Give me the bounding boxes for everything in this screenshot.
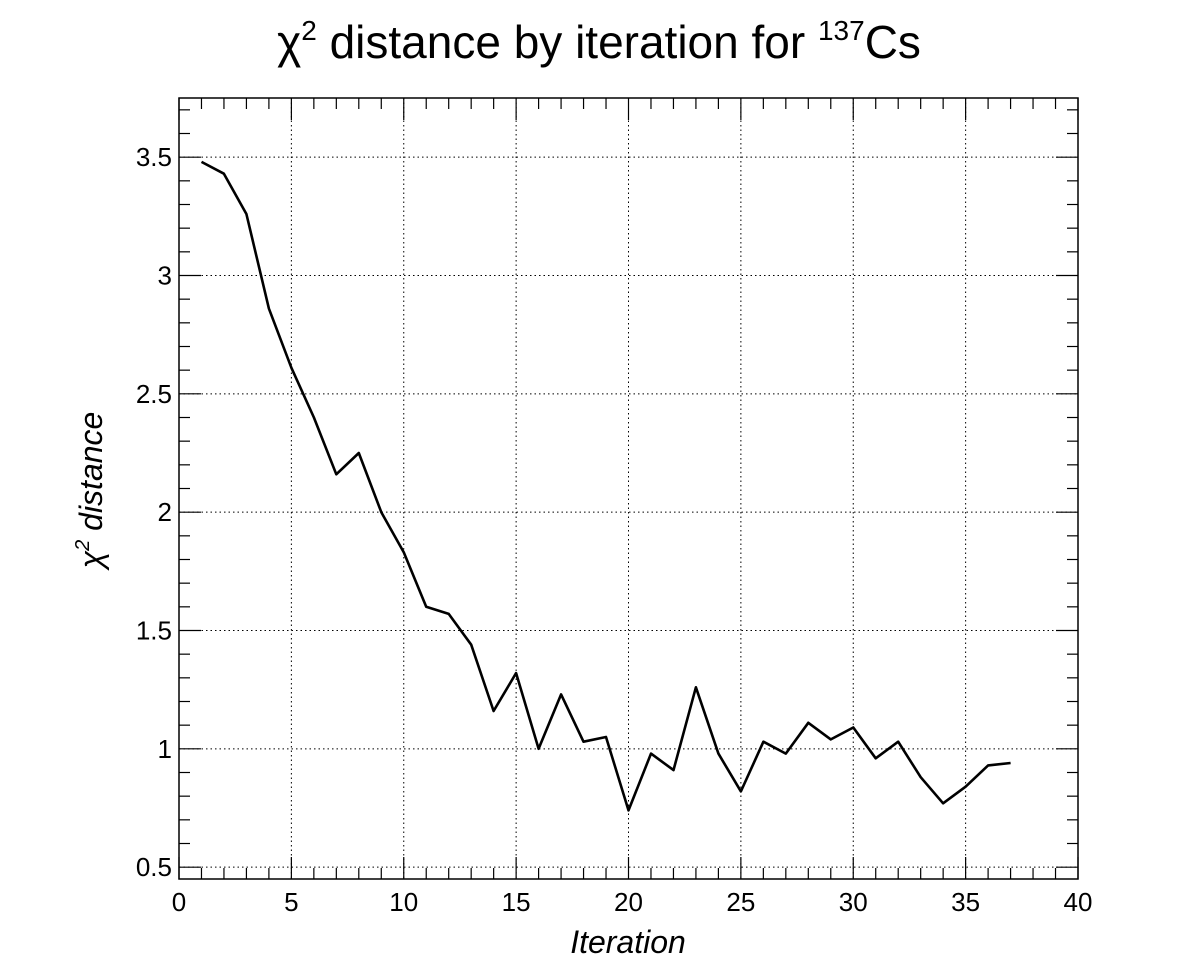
y-tick-label: 0.5 bbox=[136, 852, 172, 882]
x-tick-label: 10 bbox=[389, 887, 418, 917]
x-tick-label: 40 bbox=[1064, 887, 1093, 917]
chart-title: χ2 distance by iteration for 137Cs bbox=[277, 15, 921, 68]
y-tick-label: 2 bbox=[158, 497, 172, 527]
minor-ticks bbox=[179, 98, 1078, 879]
y-tick-label: 3 bbox=[158, 261, 172, 291]
x-tick-label: 15 bbox=[502, 887, 531, 917]
y-tick-label: 2.5 bbox=[136, 379, 172, 409]
x-axis-title: Iteration bbox=[570, 924, 686, 960]
y-tick-labels: 0.5 1 1.5 2 2.5 3 3.5 bbox=[136, 142, 172, 882]
x-tick-label: 5 bbox=[284, 887, 298, 917]
x-tick-label: 20 bbox=[614, 887, 643, 917]
x-tick-label: 0 bbox=[172, 887, 186, 917]
grid bbox=[179, 98, 1078, 879]
y-tick-label: 1 bbox=[158, 734, 172, 764]
x-tick-labels: 0 5 10 15 20 25 30 35 40 bbox=[172, 887, 1093, 917]
plot-frame bbox=[178, 97, 1079, 880]
series-line bbox=[200, 160, 1011, 812]
y-tick-label: 1.5 bbox=[136, 616, 172, 646]
y-axis-title: χ2 distance bbox=[72, 412, 109, 572]
y-tick-label: 3.5 bbox=[136, 142, 172, 172]
x-tick-label: 25 bbox=[726, 887, 755, 917]
x-tick-label: 30 bbox=[839, 887, 868, 917]
x-tick-label: 35 bbox=[951, 887, 980, 917]
